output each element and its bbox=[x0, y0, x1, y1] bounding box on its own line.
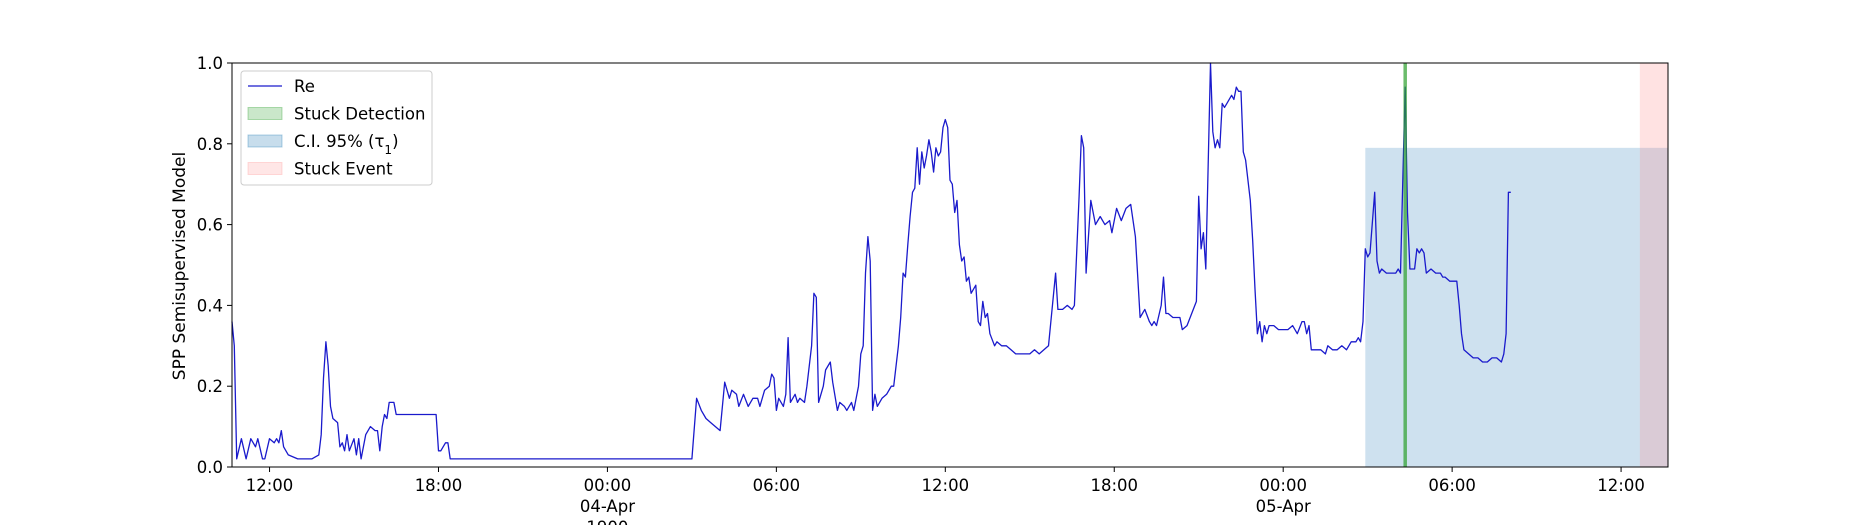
y-tick-label: 0.8 bbox=[197, 135, 223, 154]
series-line-re bbox=[231, 62, 1511, 460]
legend-stuck-detection-label: Stuck Detection bbox=[294, 105, 425, 124]
band-c-i-95-1 bbox=[1365, 147, 1668, 467]
band-stuck-event bbox=[1639, 63, 1668, 467]
y-tick-label: 0.2 bbox=[197, 377, 223, 396]
y-tick-label: 0.4 bbox=[197, 296, 223, 315]
legend-c-i-95-1-swatch bbox=[247, 134, 283, 148]
x-tick-label: 18:00 bbox=[1090, 476, 1138, 495]
legend-stuck-event-label: Stuck Event bbox=[294, 160, 393, 179]
x-year-label: 1900 bbox=[586, 518, 628, 525]
legend-stuck-event-swatch bbox=[247, 162, 283, 175]
legend-stuck-detection-swatch bbox=[247, 107, 283, 120]
legend-re-label: Re bbox=[294, 77, 315, 96]
y-axis-label: SPP Semisupervised Model bbox=[170, 152, 190, 380]
x-tick-label: 00:00 bbox=[584, 476, 632, 495]
legend-box bbox=[240, 70, 433, 186]
y-tick-label: 0.6 bbox=[197, 216, 223, 235]
plot-area: 0.0 0.2 0.4 0.6 0.8 1.0 12:00 18:00 00:00 04-Apr 0… bbox=[197, 54, 1669, 530]
x-tick-label: 06:00 bbox=[1428, 476, 1476, 495]
x-tick-sublabel: 05-Apr bbox=[1256, 497, 1311, 516]
x-tick-label: 12:00 bbox=[246, 476, 294, 495]
y-tick-label: 0.0 bbox=[197, 458, 223, 477]
x-tick-label: 06:00 bbox=[753, 476, 801, 495]
y-tick-label: 1.0 bbox=[197, 54, 223, 73]
x-tick-label: 12:00 bbox=[922, 476, 970, 495]
x-tick-label: 00:00 bbox=[1259, 476, 1307, 495]
axes-frame bbox=[231, 62, 1669, 468]
x-tick-label: 12:00 bbox=[1597, 476, 1645, 495]
x-tick-sublabel: 04-Apr bbox=[580, 497, 635, 516]
x-tick-label: 18:00 bbox=[415, 476, 463, 495]
